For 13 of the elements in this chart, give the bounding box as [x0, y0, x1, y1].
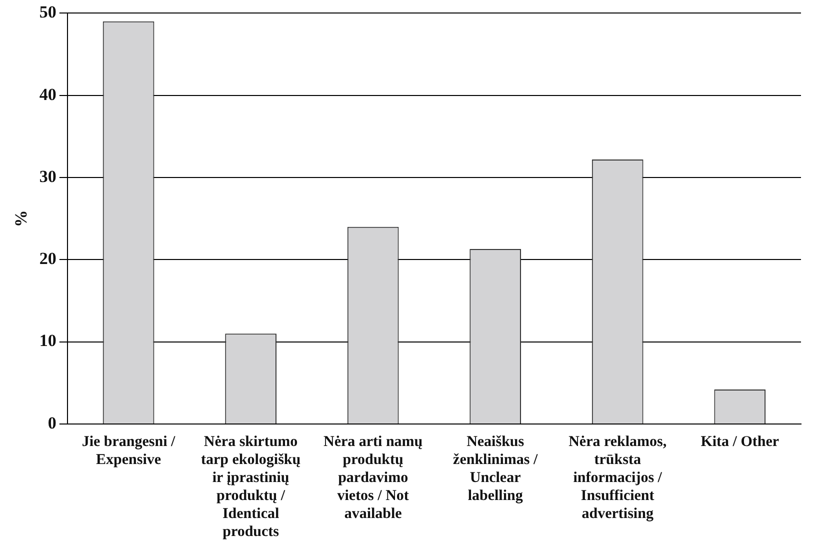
x-tick-label: Nėra reklamos, trūksta informacijos / Insufficient advertising: [568, 434, 667, 522]
y-tick-label: 50: [39, 2, 56, 22]
x-tick-label: Nėra arti namų produktų pardavimo vietos / Not available: [323, 434, 423, 522]
x-tick-label: Neaiškus ženklinimas / Unclear labelling: [453, 434, 538, 504]
y-axis-title: %: [12, 210, 31, 228]
y-tick-label: 20: [39, 249, 56, 268]
x-tick-label: Kita / Other: [700, 434, 780, 450]
y-tick-label: 30: [39, 166, 56, 186]
y-tick-label: 10: [39, 331, 56, 350]
x-tick-label: Jie brangesni / Expensive: [82, 434, 176, 468]
y-tick-label: 0: [48, 413, 56, 432]
x-tick-label: Nėra skirtumo tarp ekologiškų ir įprastinių produktų / Identical products: [200, 434, 301, 540]
y-tick-label: 40: [39, 84, 56, 104]
